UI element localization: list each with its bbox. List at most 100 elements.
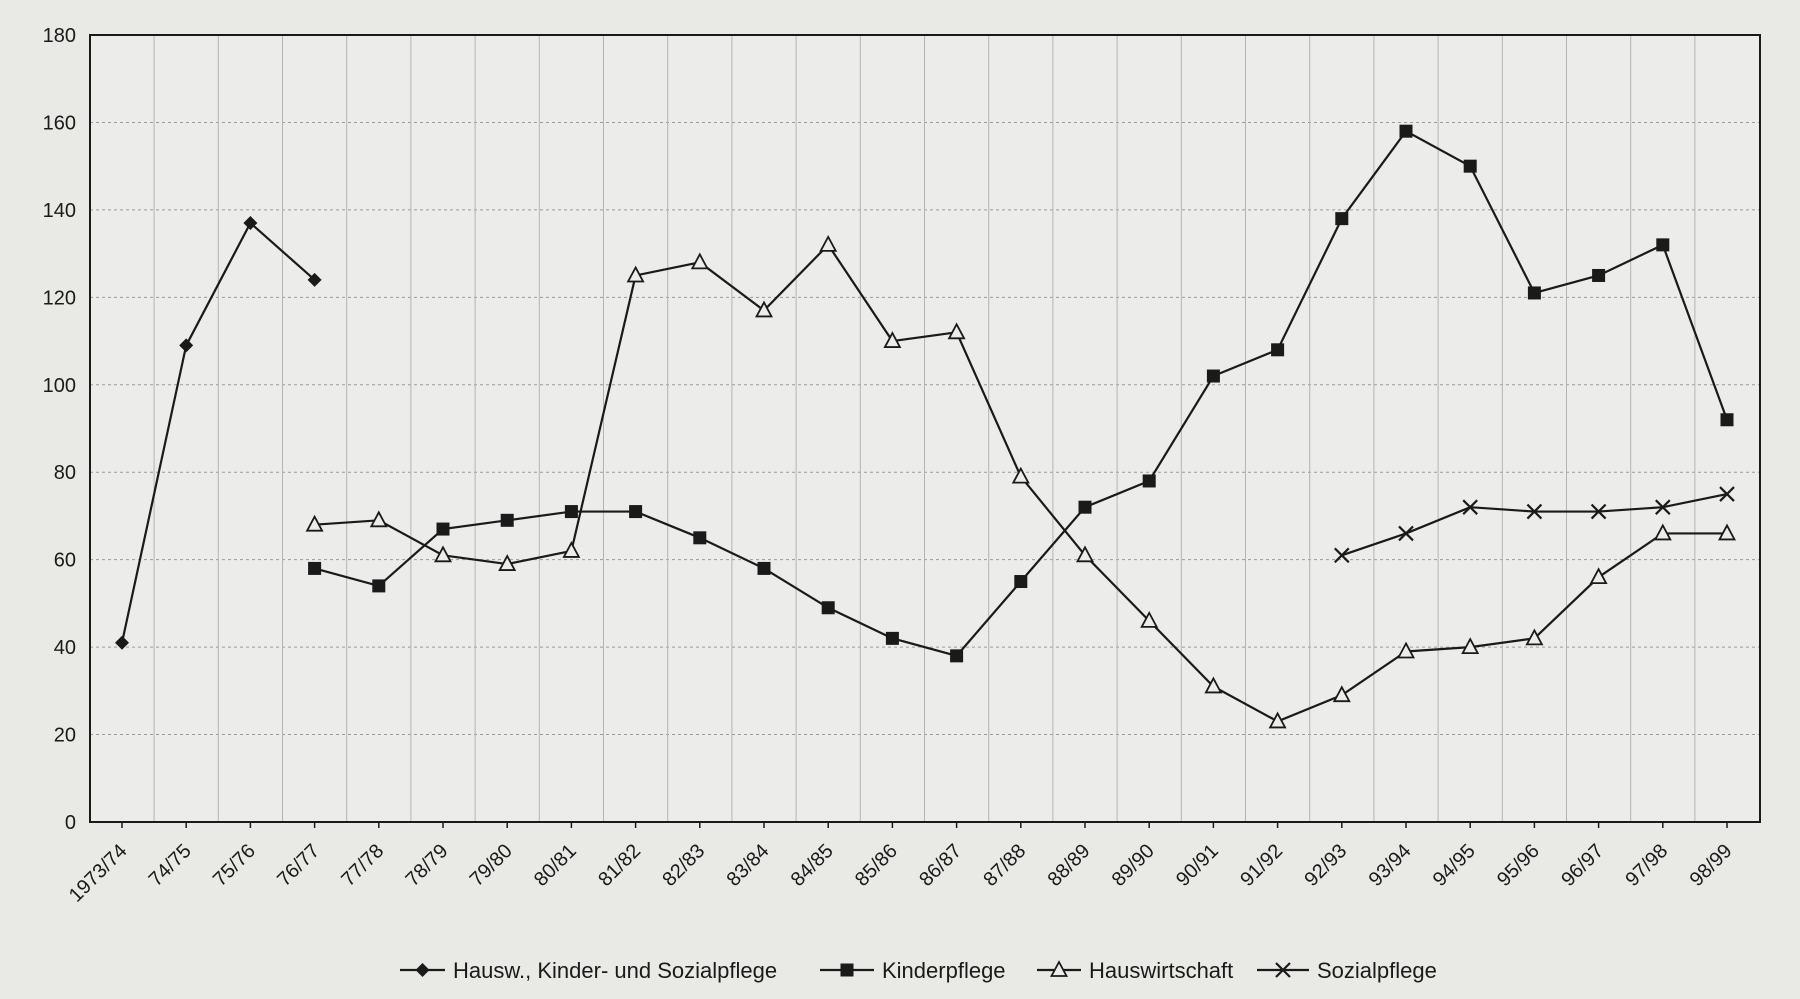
point-triangle <box>1396 641 1416 659</box>
point-triangle <box>1204 676 1223 694</box>
x-marker-stroke <box>1526 503 1543 520</box>
x-tick-label: 78/79 <box>402 840 453 891</box>
x-tick-label: 93/94 <box>1365 840 1416 891</box>
point-square <box>1656 238 1670 252</box>
y-tick-label: 0 <box>65 812 76 834</box>
y-tick-label: 40 <box>54 637 76 659</box>
legend-marker-diamond <box>415 963 430 977</box>
point-triangle <box>305 514 324 532</box>
x-tick-label: 74/75 <box>145 840 196 891</box>
x-tick-label: 82/83 <box>658 840 709 891</box>
x-tick-label: 79/80 <box>466 840 517 891</box>
series-markers <box>115 124 1737 729</box>
point-triangle <box>819 234 838 252</box>
legend-item: Hauswirtschaft <box>1037 958 1233 983</box>
point-triangle <box>754 300 774 318</box>
point-triangle <box>1525 628 1544 646</box>
y-tick-label: 140 <box>43 200 76 222</box>
point-triangle <box>1075 545 1095 563</box>
point-square <box>1142 474 1156 488</box>
x-tick-label: 91/92 <box>1236 840 1287 891</box>
point-square <box>885 631 899 645</box>
point-square <box>1720 413 1734 427</box>
point-x <box>1526 503 1543 520</box>
point-square <box>1271 343 1285 357</box>
point-square <box>1463 159 1477 173</box>
point-square <box>1078 500 1092 514</box>
point-triangle <box>1268 711 1287 729</box>
point-square <box>1592 268 1606 282</box>
legend-item: Kinderpflege <box>820 958 1006 983</box>
x-tick-label: 96/97 <box>1557 840 1608 891</box>
point-triangle <box>1140 610 1159 628</box>
point-triangle <box>947 322 966 340</box>
x-tick-label: 92/93 <box>1300 840 1351 891</box>
point-triangle <box>1461 637 1480 655</box>
point-triangle <box>562 541 581 558</box>
legend-item: Sozialpflege <box>1257 958 1437 983</box>
point-square <box>821 601 835 615</box>
legend-label: Sozialpflege <box>1317 958 1437 983</box>
point-diamond <box>115 635 129 650</box>
x-tick-label: 87/88 <box>979 840 1030 891</box>
point-triangle <box>1011 466 1030 484</box>
x-tick-label: 76/77 <box>273 840 324 891</box>
y-tick-label: 20 <box>54 725 76 747</box>
x-tick-label: 77/78 <box>337 840 388 891</box>
x-tick-label: 94/95 <box>1429 840 1480 891</box>
point-triangle <box>1653 523 1672 541</box>
point-square <box>564 505 578 519</box>
point-x <box>1462 499 1478 515</box>
x-tick-label: 98/99 <box>1686 840 1737 891</box>
point-square <box>372 579 386 593</box>
point-square <box>1335 212 1349 226</box>
legend-label: Kinderpflege <box>882 958 1006 983</box>
legend-item: Hausw., Kinder- und Sozialpflege <box>400 958 777 983</box>
point-triangle <box>498 554 517 571</box>
point-x <box>1398 525 1414 542</box>
x-marker-stroke <box>1719 486 1735 502</box>
series-line-diamond <box>120 221 316 643</box>
plot-frame <box>89 34 1761 823</box>
point-triangle <box>883 331 902 348</box>
legend-label: Hauswirtschaft <box>1089 958 1233 983</box>
x-tick-label: 89/90 <box>1108 840 1159 891</box>
x-marker-stroke <box>1655 499 1671 515</box>
y-tick-label: 120 <box>43 287 76 309</box>
y-tick-label: 160 <box>43 112 76 134</box>
x-tick-label: 97/98 <box>1621 840 1672 891</box>
x-marker-stroke <box>1398 525 1414 542</box>
point-x <box>1719 486 1735 502</box>
point-square <box>308 561 322 575</box>
point-triangle <box>1332 685 1351 703</box>
point-triangle <box>1589 567 1608 585</box>
x-tick-label: 95/96 <box>1493 840 1544 891</box>
point-diamond <box>179 338 194 353</box>
x-tick-label: 88/89 <box>1044 840 1095 891</box>
x-tick-label: 83/84 <box>723 840 774 891</box>
x-tick-label: 85/86 <box>851 840 902 891</box>
legend-label: Hausw., Kinder- und Sozialpflege <box>453 958 777 983</box>
point-square <box>1014 575 1028 589</box>
point-square <box>500 513 514 527</box>
gridlines <box>90 35 1760 822</box>
x-marker-stroke <box>1462 499 1478 515</box>
point-square <box>757 561 771 575</box>
x-axis-ticks: 1973/74 74/75 75/76 76/77 77/78 78/79 79/80 80/… <box>65 822 1737 907</box>
legend-marker-triangle <box>1049 960 1069 977</box>
point-x <box>1590 503 1607 520</box>
point-square <box>629 505 643 519</box>
point-triangle <box>433 545 453 563</box>
legend: Hausw., Kinder- und Sozialpflege Kinderpf… <box>400 958 1437 983</box>
y-tick-label: 60 <box>54 550 76 572</box>
point-square <box>1527 286 1541 300</box>
point-x <box>1334 547 1350 564</box>
y-tick-label: 100 <box>43 375 76 397</box>
y-axis-ticks: 0 20 40 60 80 100 120 140 160 180 <box>43 25 76 834</box>
point-square <box>693 531 707 545</box>
y-tick-label: 80 <box>54 462 76 484</box>
legend-marker-x <box>1275 962 1291 978</box>
y-tick-label: 180 <box>43 25 76 47</box>
